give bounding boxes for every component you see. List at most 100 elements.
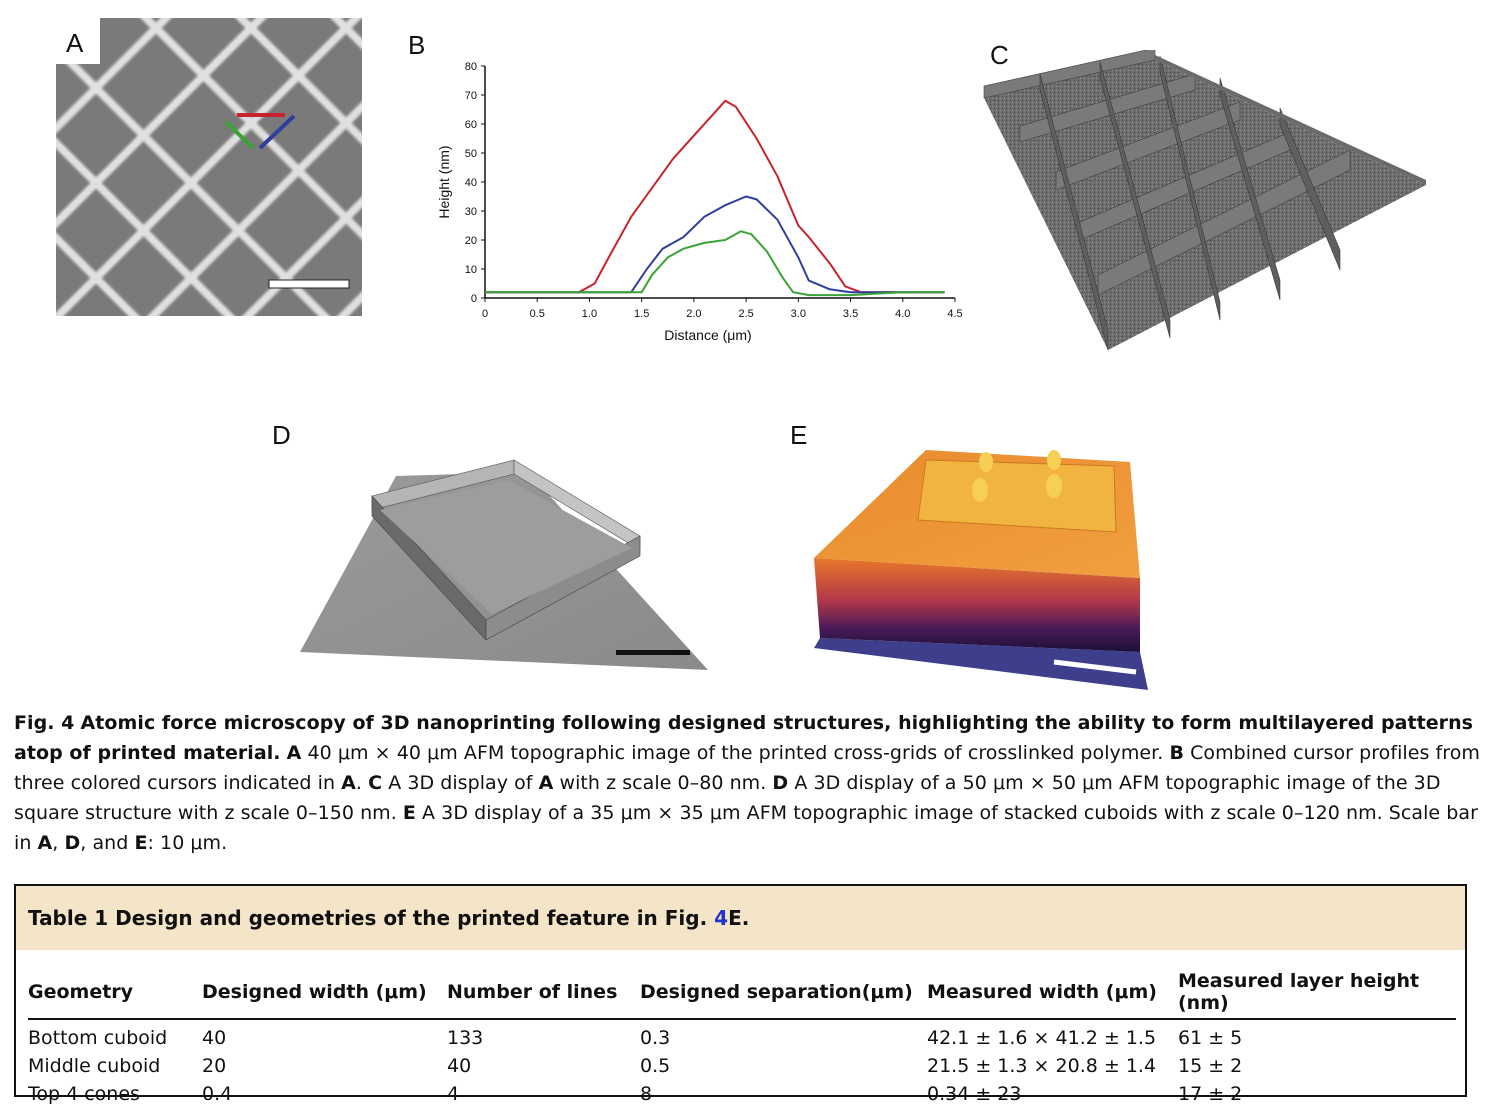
cell: Top 4 cones [28, 1083, 140, 1105]
col-header: Geometry [28, 970, 202, 1020]
blue-cursor-marker [258, 114, 296, 150]
table-1: Table 1 Design and geometries of the pri… [14, 884, 1467, 1105]
caption-text-d: A 3D display of a 50 μm × 50 μm AFM topo… [14, 772, 1441, 824]
scale-bar [268, 279, 350, 289]
x-axis-label: Distance (μm) [664, 327, 751, 343]
cone [979, 452, 993, 472]
y-tick-label: 60 [465, 119, 477, 131]
afm-3d-square-image [300, 459, 708, 670]
cell: 20 [202, 1055, 227, 1077]
scale-bar [1053, 659, 1137, 675]
cell: 0.4 [202, 1083, 233, 1105]
series-line-red-cursor [485, 99, 945, 294]
cell: 40 [447, 1055, 472, 1077]
afm-cross-grid-image [56, 18, 362, 316]
caption-text-c2: with z scale 0–80 nm. [559, 772, 767, 794]
panel-a [56, 18, 362, 316]
x-tick-label: 3.0 [791, 308, 806, 320]
x-tick-label: 1.5 [634, 308, 649, 320]
figure-link[interactable]: 4 [714, 906, 729, 930]
caption-ref-a: A [341, 772, 356, 794]
cell: 42.1 ± 1.6 × 41.2 ± 1.5 [927, 1027, 1157, 1049]
green-cursor-marker [224, 120, 255, 150]
series-line-blue-cursor [485, 195, 945, 294]
x-tick-label: 2.5 [738, 308, 753, 320]
caption-fig-title: Atomic force microscopy of 3D nanoprinti… [14, 712, 1474, 764]
panel-d [296, 444, 716, 674]
col-header: Designed width (μm) [202, 970, 447, 1020]
panel-b: 0 10 20 30 40 50 60 70 80 0 0.5 1.0 1.5 2.0 2.5 3.0 3.5 4… [428, 56, 968, 346]
table-row: Middle cuboid 20 40 0.5 21.5 ± 1.3 × 20.… [28, 1052, 1456, 1080]
y-tick-label: 70 [465, 90, 477, 102]
y-tick-label: 80 [465, 61, 477, 73]
cell: Middle cuboid [28, 1055, 161, 1077]
caption-text-b: Combined cursor profiles from three colo… [14, 742, 1480, 794]
y-tick-label: 0 [471, 293, 477, 305]
col-header: Designed separation(μm) [640, 970, 927, 1020]
y-tick-label: 20 [465, 235, 477, 247]
caption-and: and [92, 832, 129, 854]
caption-text-a: 40 μm × 40 μm AFM topographic image of t… [307, 742, 1164, 764]
cell: 8 [640, 1083, 653, 1105]
panel-label-b: B [408, 30, 426, 60]
y-axis-label: Height (nm) [436, 145, 452, 218]
cone [972, 478, 988, 502]
caption-ref-d: D [64, 832, 81, 854]
cell: 17 ± 2 [1178, 1083, 1243, 1105]
cone [1046, 474, 1062, 498]
panel-c [980, 47, 1440, 360]
afm-3d-cuboids-image [814, 450, 1148, 690]
caption-key-c: C [368, 772, 383, 794]
caption-key-a: A [286, 742, 302, 764]
caption-key-b: B [1169, 742, 1184, 764]
panel-label-a: A [66, 28, 84, 58]
x-tick-label: 3.5 [843, 308, 858, 320]
cell: 0.3 [640, 1027, 671, 1049]
caption-ref-a: A [538, 772, 554, 794]
caption-text-e: A 3D display of a 35 μm × 35 μm AFM topo… [14, 802, 1478, 854]
x-tick-label: 2.0 [686, 308, 701, 320]
x-tick-label: 1.0 [582, 308, 597, 320]
cell: 21.5 ± 1.3 × 20.8 ± 1.4 [927, 1055, 1157, 1077]
table-row: Bottom cuboid 40 133 0.3 42.1 ± 1.6 × 41… [28, 1019, 1456, 1052]
col-header: Number of lines [447, 970, 640, 1020]
cell: 0.34 ± 23 [927, 1083, 1022, 1105]
panel-e [810, 440, 1155, 692]
table-title: Table 1 Design and geometries of the pri… [16, 886, 1465, 950]
col-header: Measured width (μm) [927, 970, 1178, 1020]
afm-3d-grid-image [983, 47, 1426, 351]
height-profile-chart: 0 10 20 30 40 50 60 70 80 0 0.5 1.0 1.5 2.0 2.5 3.0 3.5 4… [436, 61, 963, 343]
cone [1047, 450, 1061, 470]
cell: 40 [202, 1027, 227, 1049]
cell: 133 [447, 1027, 484, 1049]
caption-ref-a: A [37, 832, 53, 854]
series-line-green-cursor [485, 230, 945, 297]
y-tick-label: 10 [465, 264, 477, 276]
caption-fig-label: Fig. 4 [14, 712, 75, 734]
y-tick-label: 30 [465, 206, 477, 218]
figure-caption: Fig. 4 Atomic force microscopy of 3D nan… [14, 712, 1480, 854]
table-title-suffix: E. [728, 906, 750, 930]
x-tick-label: 4.5 [947, 308, 962, 320]
panel-label-d: D [272, 420, 291, 450]
caption-key-d: D [772, 772, 789, 794]
cell: 15 ± 2 [1178, 1055, 1243, 1077]
panel-label-e: E [790, 420, 808, 450]
cell: Bottom cuboid [28, 1027, 168, 1049]
cell: 0.5 [640, 1055, 671, 1077]
cell: 4 [447, 1083, 460, 1105]
y-tick-label: 50 [465, 148, 477, 160]
caption-key-e: E [402, 802, 416, 824]
x-tick-label: 0 [482, 308, 488, 320]
table-row: Top 4 cones 0.4 4 8 0.34 ± 23 17 ± 2 [28, 1080, 1456, 1108]
x-tick-label: 0.5 [530, 308, 545, 320]
y-tick-label: 40 [465, 177, 477, 189]
col-header: Measured layer height (nm) [1178, 970, 1456, 1020]
scale-bar [616, 650, 690, 655]
x-tick-label: 4.0 [895, 308, 910, 320]
caption-text-c: A 3D display of [388, 772, 533, 794]
table-title-text: Table 1 Design and geometries of the pri… [28, 906, 708, 930]
cell: 61 ± 5 [1178, 1027, 1243, 1049]
table-header-row: Geometry Designed width (μm) Number of l… [28, 970, 1456, 1020]
caption-ref-e: E [134, 832, 148, 854]
